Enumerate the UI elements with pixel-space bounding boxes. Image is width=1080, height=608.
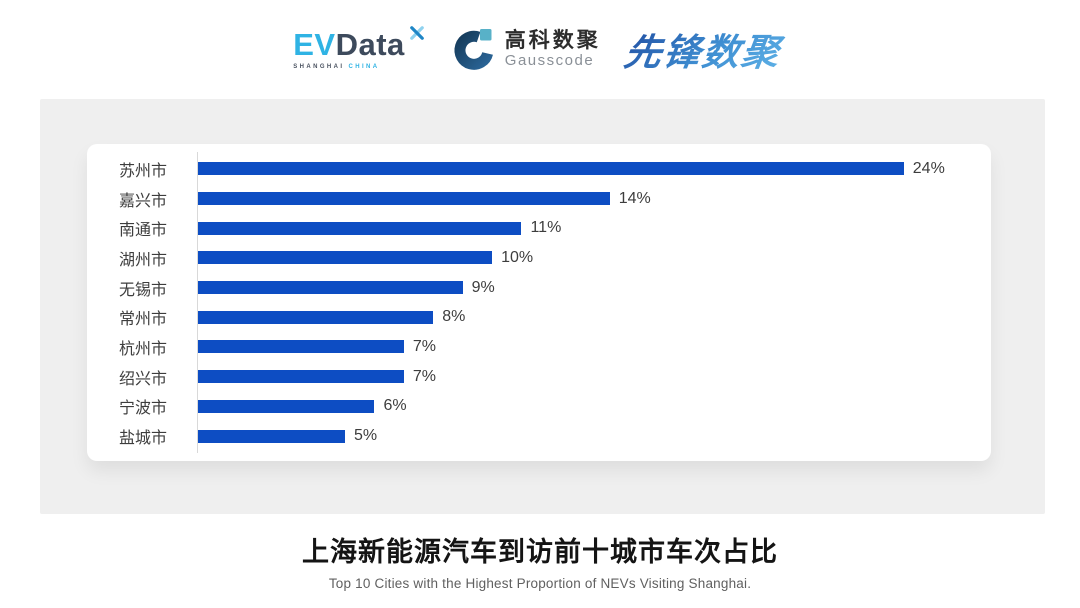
- bar-track: 10%: [198, 248, 991, 266]
- bar-track: 9%: [198, 278, 991, 296]
- value-label: 6%: [383, 397, 407, 415]
- bar-chart: 苏州市 24% 嘉兴市 14% 南通市 11% 湖州市 10% 无锡市 9% 常州市 8% 杭州市 7% 绍…: [87, 154, 991, 451]
- bar-track: 7%: [198, 337, 991, 355]
- evdata-logo: EV Data SHANGHAI CHINA: [293, 25, 427, 70]
- gausscode-en-text: Gausscode: [504, 51, 595, 69]
- chart-subtitle: Top 10 Cities with the Highest Proportio…: [328, 576, 752, 591]
- gausscode-g-icon: [454, 28, 493, 70]
- chart-card: 苏州市 24% 嘉兴市 14% 南通市 11% 湖州市 10% 无锡市 9% 常州市 8% 杭州市 7% 绍…: [87, 144, 991, 461]
- evdata-x-icon: [409, 25, 424, 40]
- value-label: 10%: [501, 248, 534, 266]
- chart-row: 常州市 8%: [87, 308, 991, 328]
- chart-row: 宁波市 6%: [87, 397, 991, 417]
- bar: [198, 370, 404, 384]
- evdata-china-text: CHINA: [348, 63, 380, 70]
- bar-track: 8%: [198, 308, 991, 326]
- evdata-wordmark: EV Data: [293, 25, 427, 62]
- gausscode-logo: 高科数聚 Gausscode: [451, 27, 601, 72]
- value-label: 7%: [412, 337, 436, 355]
- category-label: 南通市: [118, 222, 167, 240]
- category-label: 盐城市: [118, 430, 167, 448]
- category-label: 湖州市: [118, 251, 167, 269]
- value-label: 14%: [618, 189, 651, 207]
- bar: [198, 251, 493, 265]
- bar-track: 24%: [198, 159, 991, 177]
- evdata-data-text: Data: [335, 26, 405, 62]
- evdata-shanghai-text: SHANGHAI: [293, 63, 345, 70]
- value-label: 5%: [354, 427, 378, 445]
- value-label: 7%: [412, 367, 436, 385]
- category-label: 苏州市: [118, 162, 167, 180]
- bar-track: 11%: [198, 219, 991, 237]
- bar: [198, 162, 904, 176]
- chart-row: 杭州市 7%: [87, 337, 991, 358]
- bar: [198, 281, 463, 295]
- category-label: 宁波市: [118, 400, 167, 418]
- header-logo-row: EV Data SHANGHAI CHINA 高科数聚 Gausscode 先锋: [0, 18, 1080, 80]
- chart-row: 南通市 11%: [87, 219, 991, 239]
- gausscode-cn-text: 高科数聚: [504, 28, 601, 52]
- chart-board: 苏州市 24% 嘉兴市 14% 南通市 11% 湖州市 10% 无锡市 9% 常州市 8% 杭州市 7% 绍…: [40, 99, 1045, 514]
- category-label: 绍兴市: [118, 370, 167, 388]
- chart-row: 无锡市 9%: [87, 278, 991, 299]
- bar-track: 5%: [198, 427, 991, 445]
- chart-row: 绍兴市 7%: [87, 367, 991, 388]
- y-axis-line: [197, 152, 198, 453]
- bar: [198, 192, 610, 206]
- bar-track: 6%: [198, 397, 991, 415]
- value-label: 24%: [912, 159, 945, 177]
- xianfeng-shuju-logo: 先锋数聚: [621, 22, 791, 76]
- evdata-ev-text: EV: [293, 26, 336, 62]
- value-label: 8%: [442, 308, 466, 326]
- footer: 上海新能源汽车到访前十城市车次占比 Top 10 Cities with the…: [0, 530, 1080, 591]
- bar: [198, 310, 434, 324]
- bar: [198, 429, 346, 443]
- bar-track: 7%: [198, 367, 991, 385]
- bar-track: 14%: [198, 189, 991, 207]
- chart-row: 湖州市 10%: [87, 248, 991, 269]
- category-label: 无锡市: [118, 281, 167, 299]
- evdata-subtext: SHANGHAI CHINA: [293, 64, 427, 70]
- bar: [198, 340, 404, 354]
- category-label: 杭州市: [118, 340, 167, 358]
- bar: [198, 221, 522, 235]
- value-label: 9%: [471, 278, 495, 296]
- value-label: 11%: [530, 219, 562, 237]
- chart-row: 嘉兴市 14%: [87, 189, 991, 210]
- category-label: 常州市: [118, 311, 167, 329]
- chart-title: 上海新能源汽车到访前十城市车次占比: [302, 537, 778, 567]
- chart-row: 苏州市 24%: [87, 159, 991, 180]
- category-label: 嘉兴市: [118, 192, 167, 210]
- chart-row: 盐城市 5%: [87, 427, 991, 447]
- bar: [198, 399, 375, 413]
- gausscode-text: 高科数聚 Gausscode: [504, 28, 601, 69]
